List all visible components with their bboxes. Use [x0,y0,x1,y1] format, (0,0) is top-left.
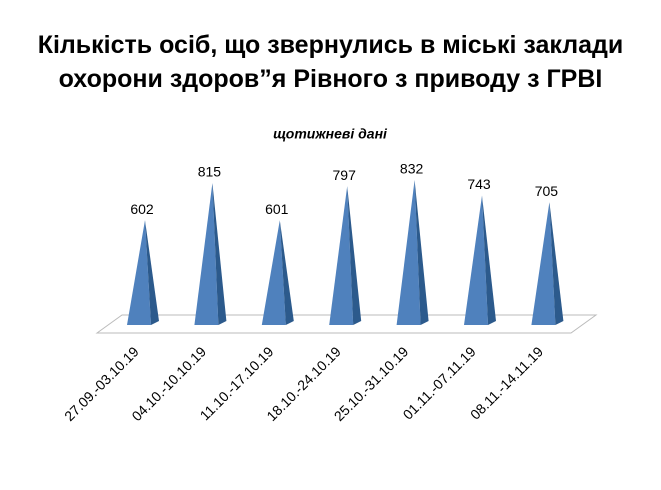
data-label: 797 [333,167,357,183]
x-tick-label: 08.11.-14.11.19 [467,343,546,422]
chart-subtitle: щотижневі дані [273,126,388,142]
pyramid-side [414,180,429,325]
pyramid [127,220,159,325]
pyramid-front [396,180,421,325]
pyramid [396,180,429,325]
pyramid-front [261,220,286,325]
data-label: 832 [400,161,424,177]
pyramid [261,220,294,325]
pyramid-side [212,182,227,325]
pyramid [531,202,564,325]
pyramid [464,195,496,325]
data-label: 743 [467,176,491,192]
pyramid-front [127,220,151,325]
pyramid-side [482,195,496,325]
pyramid-front [531,202,556,325]
data-label: 705 [535,183,559,199]
pyramid-front [194,182,219,325]
pyramid [329,186,362,325]
pyramid-front [464,195,488,325]
pyramid-side [347,186,362,325]
data-label: 602 [130,201,154,217]
pyramid-side [279,220,294,325]
pyramid-front [329,186,354,325]
chart-title: Кількість осіб, що звернулись в міські з… [37,31,624,93]
pyramid-side [145,220,159,325]
data-label: 601 [265,201,289,217]
data-label: 815 [198,164,222,180]
pyramid [194,182,227,325]
pyramid-side [549,202,564,325]
